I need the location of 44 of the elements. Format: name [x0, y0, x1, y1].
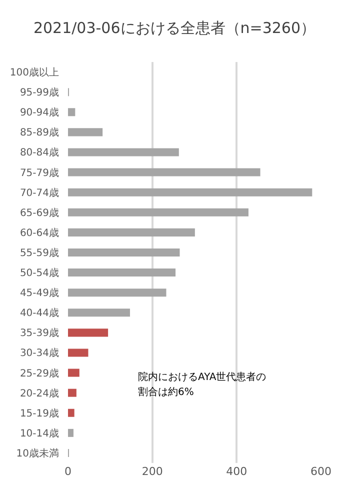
- y-tick-label: 30-34歳: [20, 347, 59, 360]
- y-tick-label: 40-44歳: [20, 307, 59, 320]
- x-tick-label: 200: [142, 465, 163, 478]
- annotation: 院内におけるAYA世代患者の: [138, 371, 266, 383]
- bar: [68, 388, 76, 397]
- y-tick-label: 10-14歳: [20, 427, 59, 440]
- bar: [68, 148, 179, 156]
- bar: [68, 288, 166, 297]
- bar: [68, 308, 130, 317]
- y-tick-label: 15-19歳: [20, 407, 59, 420]
- x-tick-label: 600: [310, 465, 332, 478]
- y-tick-label: 85-89歳: [20, 126, 59, 139]
- y-tick-label: 80-84歳: [20, 146, 59, 159]
- bar: [68, 208, 248, 216]
- bar: [68, 128, 103, 136]
- y-tick-label: 20-24歳: [20, 387, 59, 400]
- y-tick-label: 50-54歳: [20, 267, 59, 280]
- bar: [68, 348, 88, 357]
- bar: [68, 168, 260, 176]
- bar: [68, 248, 180, 256]
- y-tick-label: 65-69歳: [20, 206, 59, 219]
- bar: [68, 108, 76, 116]
- y-tick-label: 90-94歳: [20, 106, 59, 119]
- y-tick-label: 95-99歳: [20, 86, 59, 99]
- x-tick-label: 0: [64, 465, 72, 478]
- y-tick-label: 35-39歳: [20, 327, 59, 340]
- y-tick-label: 60-64歳: [20, 226, 59, 239]
- bar: [68, 268, 176, 277]
- y-tick-label: 25-29歳: [20, 367, 59, 380]
- chart-title: 2021/03-06における全患者（n=3260）: [33, 18, 316, 37]
- y-tick-label: 45-49歳: [20, 287, 59, 300]
- y-tick-label: 10歳未満: [16, 447, 59, 460]
- bar: [68, 408, 74, 417]
- bar: [68, 328, 108, 337]
- bar: [68, 228, 195, 236]
- bar: [68, 368, 80, 377]
- y-tick-label: 100歳以上: [10, 66, 59, 79]
- y-tick-label: 75-79歳: [20, 166, 59, 179]
- y-tick-label: 70-74歳: [20, 186, 59, 199]
- annotation: 割合は約6%: [138, 386, 194, 398]
- x-tick-label: 400: [226, 465, 248, 478]
- bar: [68, 188, 312, 196]
- y-tick-label: 55-59歳: [20, 246, 59, 259]
- bar: [68, 428, 74, 437]
